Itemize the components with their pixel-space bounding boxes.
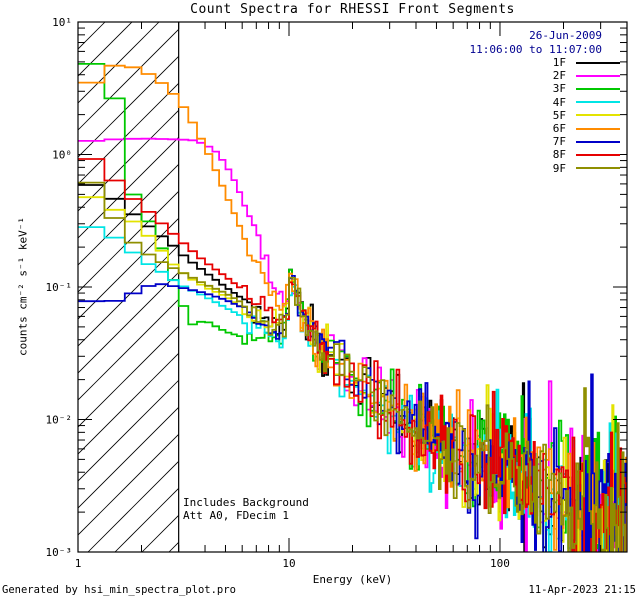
svg-text:10⁰: 10⁰ — [52, 149, 72, 162]
legend-label: 3F — [552, 82, 566, 96]
legend-label: 2F — [552, 69, 566, 83]
legend-line-swatch — [576, 140, 620, 143]
legend-item: 8F — [553, 148, 620, 161]
legend-label: 5F — [552, 108, 566, 122]
svg-text:10⁻²: 10⁻² — [46, 414, 73, 427]
background-note: Includes Background — [183, 496, 309, 509]
legend-line-swatch — [576, 61, 620, 64]
legend-item: 2F — [553, 69, 620, 82]
legend-line-swatch — [576, 87, 620, 90]
legend-line-swatch — [576, 114, 620, 117]
legend-label: 9F — [552, 161, 566, 175]
legend-label: 7F — [552, 135, 566, 149]
legend-item: 3F — [553, 82, 620, 95]
x-axis-label: Energy (keV) — [312, 573, 393, 586]
y-axis-label: counts cm⁻² s⁻¹ keV⁻¹ — [16, 216, 30, 357]
legend-item: 1F — [553, 56, 620, 69]
legend-label: 1F — [552, 56, 566, 70]
attenuator-note: Att A0, FDecim 1 — [183, 509, 289, 522]
legend-item: 9F — [553, 162, 620, 175]
legend-line-swatch — [576, 153, 620, 156]
svg-text:10: 10 — [282, 557, 295, 570]
date-label: 26-Jun-2009 — [529, 29, 602, 42]
legend-line-swatch — [576, 101, 620, 104]
legend-item: 7F — [553, 135, 620, 148]
legend-line-swatch — [576, 167, 620, 170]
legend-label: 4F — [552, 95, 566, 109]
legend-item: 6F — [553, 122, 620, 135]
generator-credit: Generated by hsi_min_spectra_plot.pro — [2, 584, 236, 596]
legend-item: 5F — [553, 109, 620, 122]
legend-label: 8F — [552, 148, 566, 162]
legend: 1F 2F 3F 4F 5F 6F 7F 8F — [553, 56, 620, 175]
chart-title: Count Spectra for RHESSI Front Segments — [190, 2, 515, 17]
legend-line-swatch — [576, 74, 620, 77]
svg-text:1: 1 — [75, 557, 82, 570]
legend-line-swatch — [576, 127, 620, 130]
legend-item: 4F — [553, 96, 620, 109]
legend-label: 6F — [552, 122, 566, 136]
svg-text:10⁻³: 10⁻³ — [46, 546, 73, 559]
svg-text:10⁻¹: 10⁻¹ — [46, 281, 73, 294]
time-range-label: 11:06:00 to 11:07:00 — [469, 43, 602, 56]
render-timestamp: 11-Apr-2023 21:15 — [528, 584, 636, 596]
svg-text:100: 100 — [490, 557, 510, 570]
svg-text:10¹: 10¹ — [52, 16, 72, 29]
